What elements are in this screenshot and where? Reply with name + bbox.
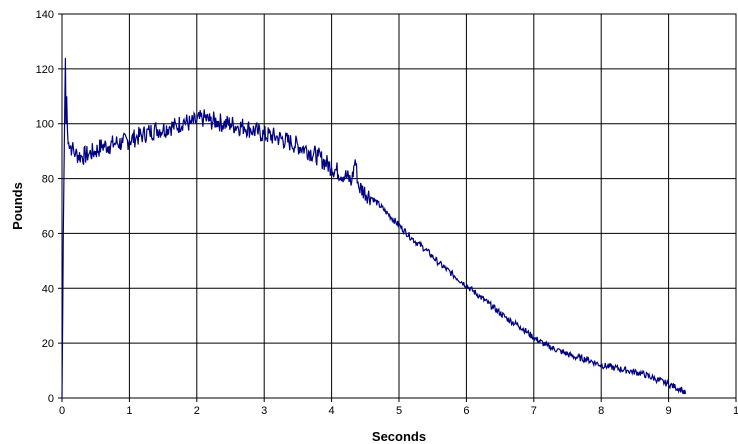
x-tick-label: 8 [598, 405, 604, 417]
x-tick-label: 1 [733, 405, 738, 417]
y-tick-labels: 0 20 40 60 80 100 120 140 [36, 9, 54, 405]
y-tick-label: 80 [42, 174, 54, 186]
series-line [61, 57, 687, 399]
y-tick-label: 20 [42, 338, 54, 350]
x-tick-label: 0 [59, 405, 65, 417]
y-tick-label: 120 [36, 64, 54, 76]
x-tick-label: 7 [531, 405, 537, 417]
y-tick-label: 40 [42, 283, 54, 295]
y-tick-label: 100 [36, 119, 54, 131]
y-tick-label: 140 [36, 9, 54, 21]
x-tick-label: 3 [261, 405, 267, 417]
x-tick-label: 4 [329, 405, 335, 417]
x-tick-label: 2 [194, 405, 200, 417]
x-tick-label: 6 [463, 405, 469, 417]
x-tick-label: 5 [396, 405, 402, 417]
x-axis-title: Seconds [372, 429, 426, 444]
y-tick-label: 0 [48, 393, 54, 405]
x-tick-labels: 0 1 2 3 4 5 6 7 8 9 1 [59, 405, 738, 417]
x-tick-label: 9 [666, 405, 672, 417]
y-axis-title: Pounds [10, 182, 25, 230]
x-tick-label: 1 [126, 405, 132, 417]
y-tick-label: 60 [42, 228, 54, 240]
